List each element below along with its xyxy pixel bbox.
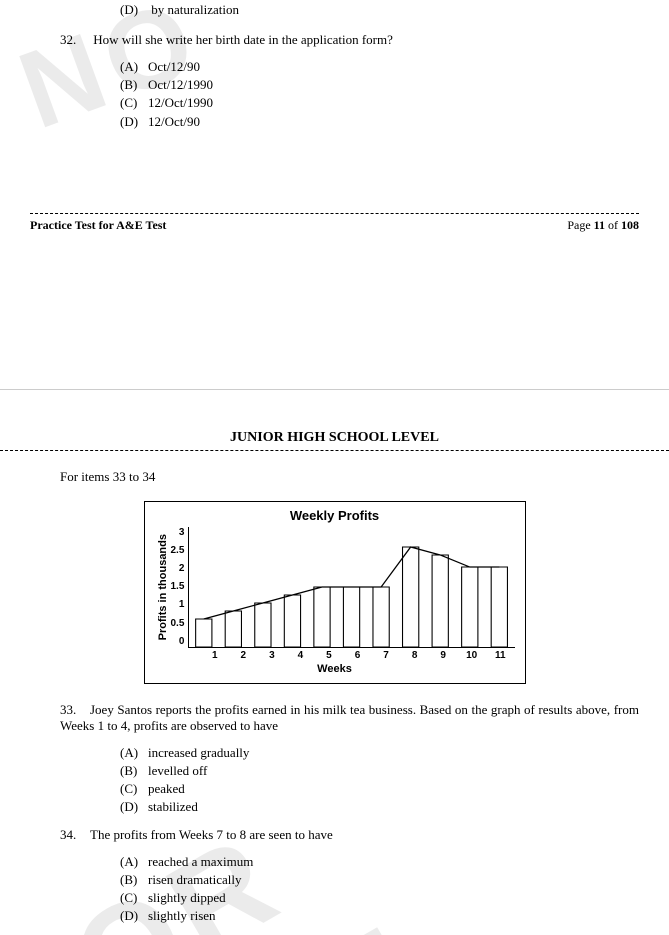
page-of: of <box>605 218 621 232</box>
option-row: (A)Oct/12/90 <box>120 58 639 76</box>
question-number: 32. <box>60 32 90 48</box>
ytick: 1 <box>171 599 185 610</box>
footer-divider <box>30 213 639 214</box>
section-instructions: For items 33 to 34 <box>60 469 639 485</box>
xtick: 2 <box>229 650 258 661</box>
question-text: Joey Santos reports the profits earned i… <box>60 702 639 733</box>
xtick: 9 <box>429 650 458 661</box>
xtick: 1 <box>201 650 230 661</box>
option-text: increased gradually <box>148 745 249 760</box>
page-label: Page <box>567 218 593 232</box>
section-title: JUNIOR HIGH SCHOOL LEVEL <box>30 430 639 446</box>
q31-option-d: (D) by naturalization <box>120 2 639 18</box>
option-text: slightly dipped <box>148 890 226 905</box>
option-letter: (B) <box>120 871 148 889</box>
q32-options: (A)Oct/12/90 (B)Oct/12/1990 (C)12/Oct/19… <box>120 58 639 131</box>
question-32: 32. How will she write her birth date in… <box>60 32 639 48</box>
option-row: (B)risen dramatically <box>120 871 639 889</box>
xtick: 8 <box>400 650 429 661</box>
option-letter: (B) <box>120 762 148 780</box>
question-text: The profits from Weeks 7 to 8 are seen t… <box>90 827 333 842</box>
xtick: 10 <box>457 650 486 661</box>
option-letter: (A) <box>120 744 148 762</box>
option-letter: (A) <box>120 58 148 76</box>
option-text: 12/Oct/1990 <box>148 95 213 110</box>
option-row: (A)reached a maximum <box>120 853 639 871</box>
chart-svg <box>189 527 514 647</box>
option-letter: (A) <box>120 853 148 871</box>
option-letter: (B) <box>120 76 148 94</box>
chart-area: Profits in thousands 3 2.5 2 1.5 1 0.5 0 <box>155 527 515 648</box>
option-text: 12/Oct/90 <box>148 114 200 129</box>
option-text: peaked <box>148 781 185 796</box>
xtick: 3 <box>258 650 287 661</box>
option-row: (D)12/Oct/90 <box>120 113 639 131</box>
chart-ylabel: Profits in thousands <box>155 534 171 640</box>
option-text: levelled off <box>148 763 207 778</box>
ytick: 2.5 <box>171 545 185 556</box>
question-34: 34.The profits from Weeks 7 to 8 are see… <box>60 827 639 843</box>
option-row: (C)12/Oct/1990 <box>120 94 639 112</box>
option-row: (B)levelled off <box>120 762 639 780</box>
option-text: risen dramatically <box>148 872 242 887</box>
question-number: 34. <box>60 827 90 843</box>
footer-right: Page 11 of 108 <box>567 218 639 233</box>
chart-xlabel: Weeks <box>155 663 515 675</box>
page-2: FOR SALE JUNIOR HIGH SCHOOL LEVEL For it… <box>0 390 669 935</box>
chart-plot <box>188 527 514 648</box>
option-letter: (C) <box>120 94 148 112</box>
option-text: reached a maximum <box>148 854 253 869</box>
option-letter: (D) <box>120 798 148 816</box>
option-row: (D)stabilized <box>120 798 639 816</box>
option-letter: (C) <box>120 889 148 907</box>
page-total: 108 <box>621 218 639 232</box>
q33-options: (A)increased gradually (B)levelled off (… <box>120 744 639 817</box>
xtick: 5 <box>315 650 344 661</box>
ytick: 2 <box>171 563 185 574</box>
weekly-profits-chart: Weekly Profits Profits in thousands 3 2.… <box>144 501 526 684</box>
chart-xticks: 1 2 3 4 5 6 7 8 9 10 11 <box>201 650 515 661</box>
q34-options: (A)reached a maximum (B)risen dramatical… <box>120 853 639 926</box>
option-text: Oct/12/1990 <box>148 77 213 92</box>
question-33: 33.Joey Santos reports the profits earne… <box>60 702 639 734</box>
option-row: (C)peaked <box>120 780 639 798</box>
page-break <box>0 239 669 390</box>
page-current: 11 <box>594 218 605 232</box>
question-number: 33. <box>60 702 90 718</box>
chart-yticks: 3 2.5 2 1.5 1 0.5 0 <box>171 527 189 647</box>
xtick: 4 <box>286 650 315 661</box>
option-text: by naturalization <box>151 2 239 17</box>
ytick: 3 <box>171 527 185 538</box>
page-1: NO (D) by naturalization 32. How will sh… <box>0 0 669 390</box>
page-footer: Practice Test for A&E Test Page 11 of 10… <box>30 218 639 239</box>
option-letter: (C) <box>120 780 148 798</box>
xtick: 7 <box>372 650 401 661</box>
chart-title: Weekly Profits <box>155 508 515 523</box>
option-text: Oct/12/90 <box>148 59 200 74</box>
footer-left: Practice Test for A&E Test <box>30 218 166 233</box>
option-letter: (D) <box>120 2 148 18</box>
option-row: (D)slightly risen <box>120 907 639 925</box>
xtick: 11 <box>486 650 515 661</box>
option-row: (B)Oct/12/1990 <box>120 76 639 94</box>
option-text: slightly risen <box>148 908 216 923</box>
section-divider <box>0 450 669 451</box>
xtick: 6 <box>343 650 372 661</box>
option-letter: (D) <box>120 113 148 131</box>
option-row: (C)slightly dipped <box>120 889 639 907</box>
ytick: 1.5 <box>171 581 185 592</box>
option-text: stabilized <box>148 799 198 814</box>
option-row: (A)increased gradually <box>120 744 639 762</box>
ytick: 0.5 <box>171 618 185 629</box>
question-text: How will she write her birth date in the… <box>93 32 393 47</box>
ytick: 0 <box>171 636 185 647</box>
option-letter: (D) <box>120 907 148 925</box>
